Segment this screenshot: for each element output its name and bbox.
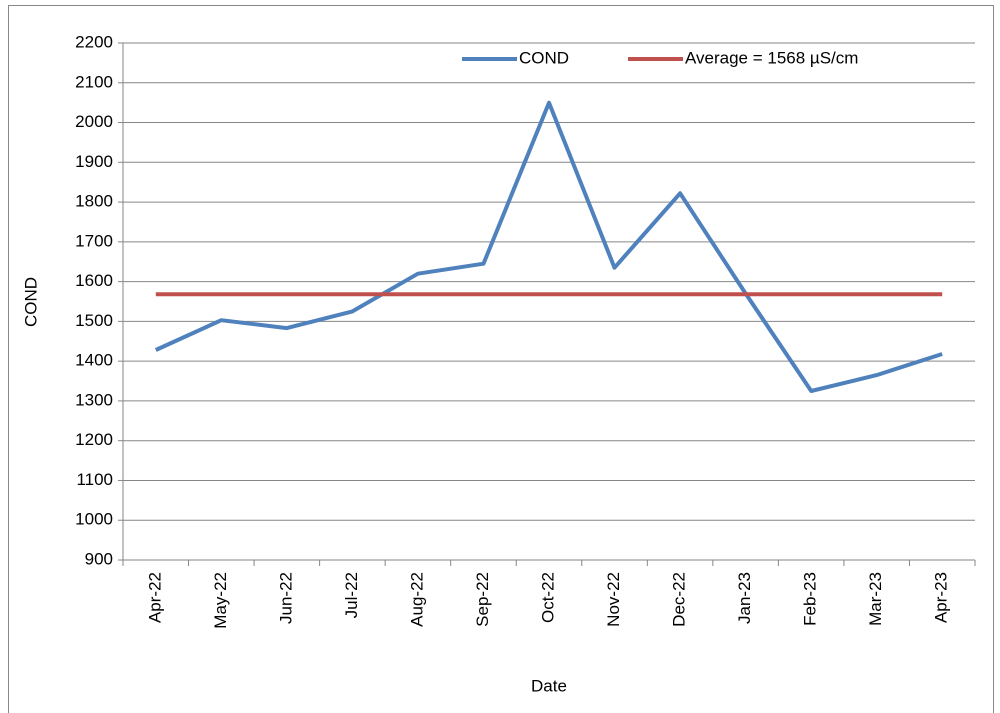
- y-tick-label: 1500: [75, 311, 113, 330]
- x-tick-label: Apr-23: [932, 572, 951, 623]
- series-line: [154, 100, 943, 393]
- x-tick-label: Dec-22: [670, 572, 689, 627]
- y-axis-label: COND: [21, 277, 40, 327]
- x-tick-label: Jul-22: [342, 572, 361, 618]
- legend-label: COND: [519, 48, 569, 67]
- x-axis-label: Date: [531, 676, 567, 695]
- y-tick-label: 2000: [75, 112, 113, 131]
- x-tick-label: Nov-22: [604, 572, 623, 627]
- x-tick-label: Jun-22: [276, 572, 295, 624]
- y-tick-label: 1700: [75, 231, 113, 250]
- x-tick-label: Aug-22: [407, 572, 426, 627]
- y-tick-label: 2100: [75, 72, 113, 91]
- y-tick-label: 2200: [75, 32, 113, 51]
- chart-frame: [8, 5, 994, 713]
- y-tick-label: 1800: [75, 192, 113, 211]
- y-tick-label: 900: [85, 549, 113, 568]
- x-tick-label: Apr-22: [145, 572, 164, 623]
- y-tick-label: 1600: [75, 271, 113, 290]
- x-tick-label: May-22: [211, 572, 230, 629]
- y-tick-label: 1000: [75, 510, 113, 529]
- y-tick-label: 1200: [75, 430, 113, 449]
- x-tick-label: Sep-22: [473, 572, 492, 627]
- y-tick-label: 1900: [75, 152, 113, 171]
- y-tick-label: 1300: [75, 390, 113, 409]
- legend-label: Average = 1568 µS/cm: [685, 48, 858, 67]
- x-tick-label: Jan-23: [735, 572, 754, 624]
- y-tick-label: 1400: [75, 351, 113, 370]
- x-tick-label: Oct-22: [538, 572, 557, 623]
- x-tick-label: Feb-23: [801, 572, 820, 626]
- y-tick-label: 1100: [76, 470, 113, 489]
- x-tick-label: Mar-23: [866, 572, 885, 626]
